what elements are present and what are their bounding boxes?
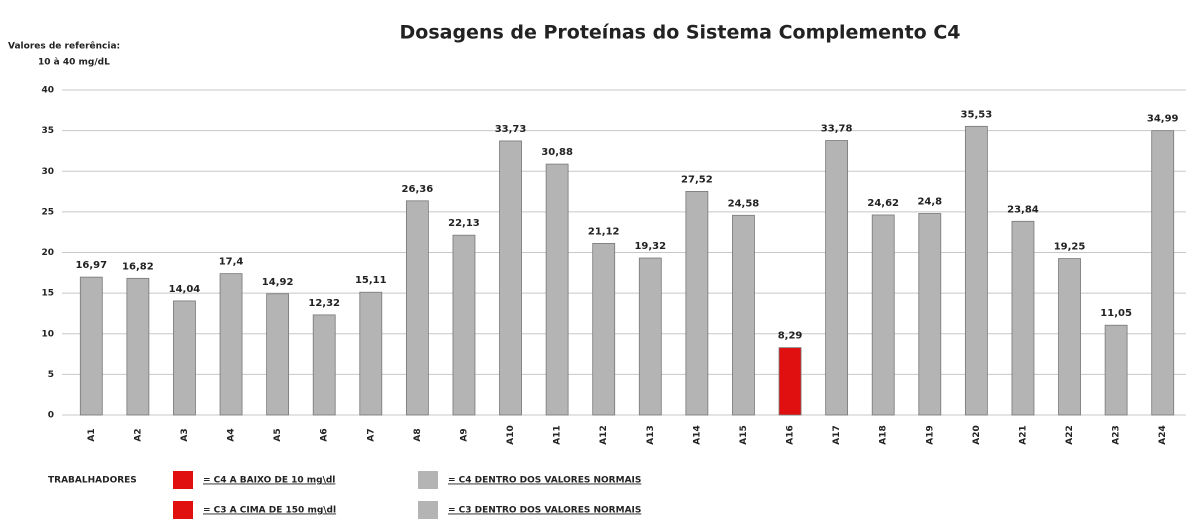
bar xyxy=(173,300,196,416)
x-tick-label: A20 xyxy=(972,425,982,445)
y-tick-label: 40 xyxy=(41,86,54,96)
bar xyxy=(79,276,103,416)
x-tick-label: A21 xyxy=(1018,425,1028,445)
bar xyxy=(778,347,802,416)
x-tick-label: A17 xyxy=(832,425,842,445)
x-tick-label: A10 xyxy=(506,425,516,445)
bar xyxy=(1104,324,1128,416)
value-label: 33,78 xyxy=(821,124,853,135)
bar xyxy=(1011,220,1035,416)
x-tick-label: A4 xyxy=(227,428,237,441)
y-tick-label: 20 xyxy=(41,248,54,258)
y-tick-label: 30 xyxy=(41,167,54,177)
value-label: 35,53 xyxy=(961,109,993,120)
value-label: 30,88 xyxy=(541,147,573,158)
x-tick-label: A14 xyxy=(692,425,702,445)
value-label: 11,05 xyxy=(1100,308,1132,319)
bar xyxy=(266,293,290,416)
x-tick-label: A23 xyxy=(1112,425,1122,445)
x-tick-label: A19 xyxy=(925,425,935,445)
x-tick-label: A3 xyxy=(180,428,190,441)
x-tick-label: A22 xyxy=(1065,425,1075,445)
reference-range: 10 à 40 mg/dL xyxy=(38,58,110,68)
x-tick-label: A24 xyxy=(1158,425,1168,445)
x-tick-label: A13 xyxy=(646,425,656,445)
legend-swatch xyxy=(173,501,193,519)
chart-title: Dosagens de Proteínas do Sistema Complem… xyxy=(400,22,961,44)
value-label: 15,11 xyxy=(355,275,387,286)
value-label: 24,58 xyxy=(728,198,760,209)
x-tick-label: A2 xyxy=(133,428,143,441)
x-tick-label: A8 xyxy=(413,428,423,441)
bar xyxy=(825,140,849,416)
value-label: 8,29 xyxy=(778,331,803,342)
y-tick-label: 35 xyxy=(41,126,54,136)
value-label: 23,84 xyxy=(1007,204,1039,215)
legend-title: TRABALHADORES xyxy=(48,476,137,486)
value-label: 22,13 xyxy=(448,218,480,229)
bar xyxy=(1058,258,1081,416)
bar xyxy=(1151,130,1175,416)
bar xyxy=(499,140,522,416)
x-tick-label: A6 xyxy=(320,428,330,441)
bar xyxy=(638,257,662,416)
x-tick-label: A9 xyxy=(459,428,469,441)
legend-swatch xyxy=(418,471,438,489)
value-label: 27,52 xyxy=(681,174,713,185)
x-tick-label: A5 xyxy=(273,428,283,441)
legend-label: = C4 A BAIXO DE 10 mg\dl xyxy=(203,476,335,486)
value-label: 19,25 xyxy=(1054,242,1086,253)
bar xyxy=(871,214,895,416)
legend-swatch xyxy=(173,471,193,489)
y-tick-label: 0 xyxy=(48,411,54,421)
bar xyxy=(219,273,243,416)
bar xyxy=(452,234,476,416)
x-tick-label: A11 xyxy=(553,425,563,445)
bar xyxy=(126,277,150,416)
legend-swatch xyxy=(418,501,438,519)
value-label: 16,82 xyxy=(122,261,154,272)
value-label: 33,73 xyxy=(495,124,527,135)
x-tick-label: A16 xyxy=(786,425,796,445)
bar xyxy=(732,214,755,416)
bar xyxy=(964,125,988,416)
bar xyxy=(545,163,569,416)
x-tick-label: A12 xyxy=(599,425,609,445)
bar xyxy=(405,200,429,416)
bar xyxy=(918,213,942,416)
y-tick-label: 15 xyxy=(41,289,54,299)
y-tick-label: 10 xyxy=(41,329,54,339)
value-label: 21,12 xyxy=(588,226,620,237)
value-label: 12,32 xyxy=(308,298,340,309)
y-tick-label: 5 xyxy=(48,370,54,380)
y-tick-label: 25 xyxy=(41,207,54,217)
value-label: 26,36 xyxy=(402,184,434,195)
x-tick-label: A15 xyxy=(739,425,749,445)
bar xyxy=(359,291,383,416)
value-label: 24,62 xyxy=(867,198,899,209)
x-tick-label: A18 xyxy=(879,425,889,445)
x-tick-label: A1 xyxy=(87,428,97,441)
legend-label: = C3 DENTRO DOS VALORES NORMAIS xyxy=(448,506,641,516)
value-label: 17,4 xyxy=(219,257,244,268)
legend-label: = C3 A CIMA DE 150 mg\dl xyxy=(203,506,336,516)
value-label: 19,32 xyxy=(634,241,666,252)
x-tick-label: A7 xyxy=(366,428,376,441)
value-label: 34,99 xyxy=(1147,114,1179,125)
value-label: 16,97 xyxy=(75,260,107,271)
reference-note: Valores de referência: xyxy=(8,41,120,52)
legend-label: = C4 DENTRO DOS VALORES NORMAIS xyxy=(448,476,641,486)
value-label: 14,92 xyxy=(262,277,294,288)
value-label: 24,8 xyxy=(917,197,942,208)
value-label: 14,04 xyxy=(169,284,201,295)
bar xyxy=(685,190,709,416)
bar xyxy=(312,314,336,416)
bar xyxy=(592,242,616,416)
